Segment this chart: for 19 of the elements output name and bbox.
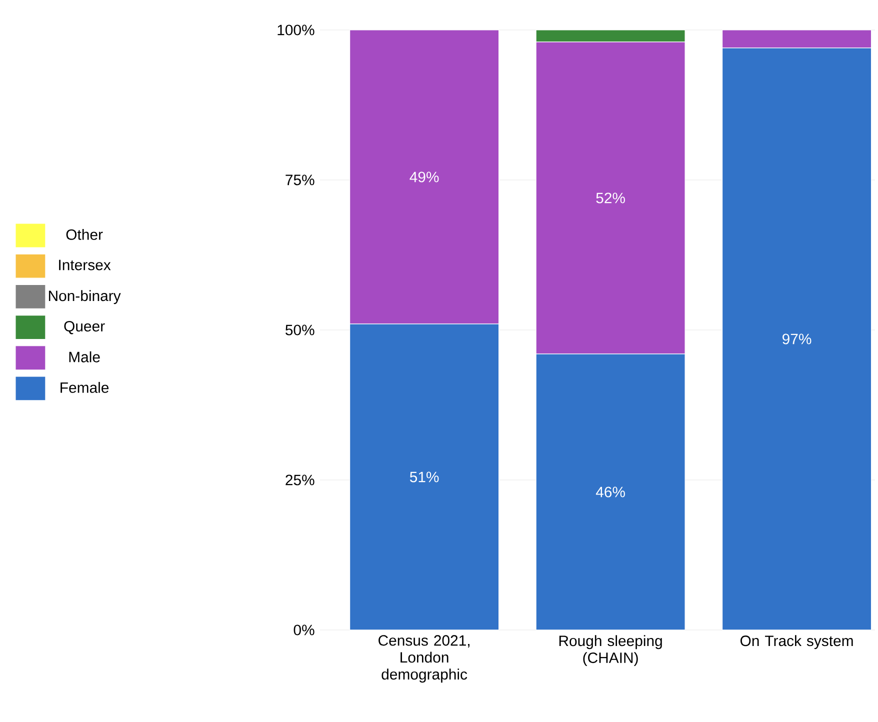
data-label: 49% (410, 172, 439, 182)
data-label: 97% (782, 334, 812, 344)
data-label: 51% (410, 472, 439, 482)
legend-label: Female (60, 382, 109, 393)
legend-label: Intersex (59, 260, 111, 270)
y-tick-label: 25% (286, 474, 314, 486)
y-tick-label: 100% (278, 24, 314, 36)
y-tick-label: 75% (286, 174, 314, 186)
y-tick-label: 0% (294, 624, 314, 636)
x-tick-label: On Track system (740, 635, 853, 650)
legend-label: Queer (64, 320, 105, 334)
x-tick-label: Census 2021, London demographic (378, 635, 470, 683)
y-tick-label: 50% (286, 324, 314, 336)
data-label: 52% (596, 192, 625, 204)
legend-label: Male (69, 351, 100, 362)
x-tick-label: Rough sleeping (CHAIN) (559, 635, 662, 666)
legend-label: Other (66, 228, 103, 240)
legend-label: Non-binary (48, 290, 121, 304)
data-label: 46% (596, 486, 625, 498)
